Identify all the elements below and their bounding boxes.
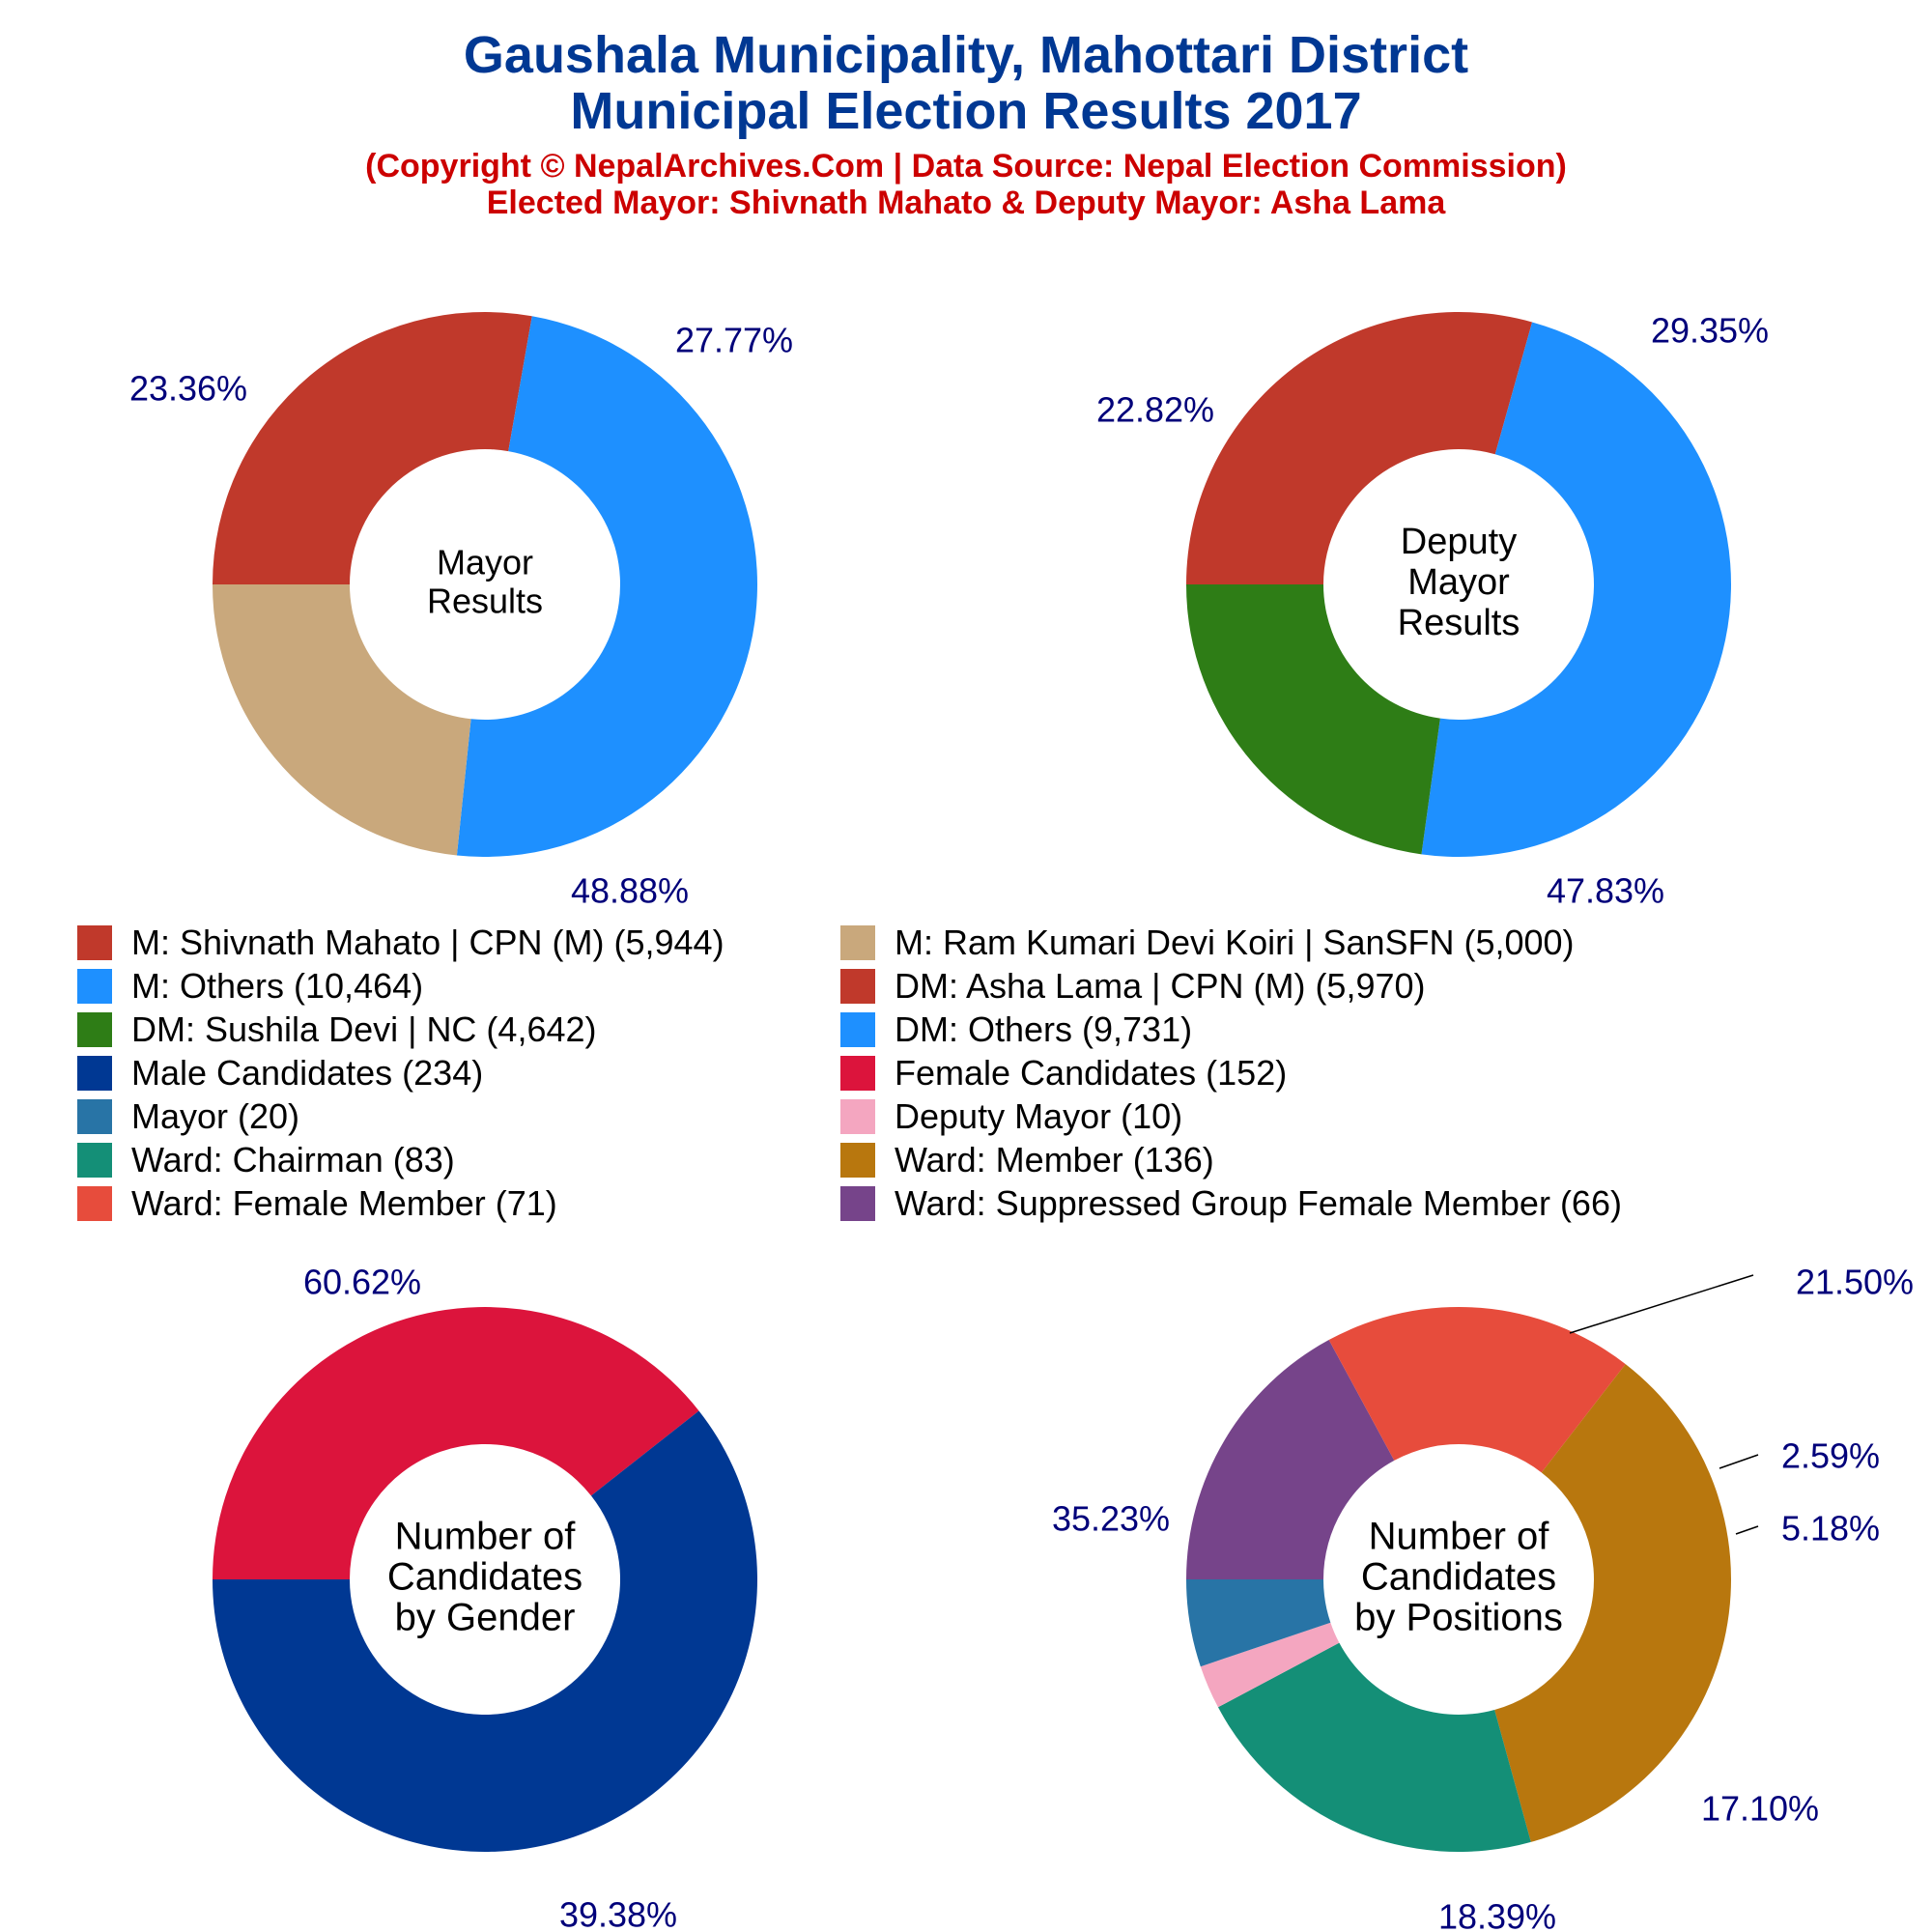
legend-label: Male Candidates (234) <box>131 1053 484 1093</box>
donut-slice <box>213 584 471 856</box>
percent-label: 60.62% <box>303 1263 421 1302</box>
percent-label: 17.10% <box>1701 1789 1819 1829</box>
donut-slice <box>1217 1642 1531 1852</box>
donut-slice <box>1186 584 1440 855</box>
donut-slice <box>213 1410 757 1852</box>
center-label: by Positions <box>1354 1597 1563 1639</box>
percent-label: 21.50% <box>1796 1263 1914 1302</box>
center-label: Number of <box>395 1516 577 1558</box>
legend-item: M: Others (10,464) <box>77 965 423 1008</box>
percent-label: 5.18% <box>1781 1509 1880 1548</box>
legend-item: Ward: Chairman (83) <box>77 1139 455 1181</box>
legend-item: Ward: Suppressed Group Female Member (66… <box>840 1182 1622 1225</box>
legend-label: DM: Others (9,731) <box>895 1009 1193 1049</box>
legend-swatch <box>77 1143 112 1178</box>
legend-swatch <box>77 1056 112 1091</box>
legend-label: M: Shivnath Mahato | CPN (M) (5,944) <box>131 923 724 962</box>
legend-label: Mayor (20) <box>131 1096 300 1136</box>
legend-swatch <box>77 925 112 960</box>
chart-subtitle-elected: Elected Mayor: Shivnath Mahato & Deputy … <box>486 185 1446 221</box>
legend-item: Ward: Member (136) <box>840 1139 1214 1181</box>
percent-label: 35.23% <box>1052 1499 1170 1539</box>
center-label: Mayor <box>1407 562 1510 603</box>
legend-item: M: Shivnath Mahato | CPN (M) (5,944) <box>77 922 724 964</box>
percent-label: 47.83% <box>1547 871 1664 911</box>
percent-label: 39.38% <box>559 1895 677 1932</box>
donut-slice <box>1200 1622 1340 1708</box>
legend-swatch <box>77 969 112 1004</box>
legend-swatch <box>840 1186 875 1221</box>
legend-item: Male Candidates (234) <box>77 1052 483 1094</box>
legend-label: Ward: Chairman (83) <box>131 1140 455 1179</box>
legend-label: Ward: Female Member (71) <box>131 1183 557 1223</box>
legend-swatch <box>77 1012 112 1047</box>
legend-swatch <box>840 969 875 1004</box>
center-label: Results <box>1398 603 1520 643</box>
chart-subtitle-copyright: (Copyright © NepalArchives.Com | Data So… <box>365 148 1567 185</box>
donut-slice <box>1421 322 1732 858</box>
chart-title-line1: Gaushala Municipality, Mahottari Distric… <box>463 26 1469 84</box>
center-label: Candidates <box>1361 1556 1556 1599</box>
percent-label: 2.59% <box>1781 1436 1880 1476</box>
donut-slice <box>1186 1579 1331 1667</box>
donut-slice <box>213 312 532 584</box>
leader-line <box>1735 1525 1759 1535</box>
center-label: Mayor <box>437 543 533 582</box>
center-label: Deputy <box>1401 522 1517 562</box>
percent-label: 23.36% <box>129 369 247 409</box>
legend-swatch <box>840 1143 875 1178</box>
donut-slice <box>456 316 757 857</box>
percent-label: 27.77% <box>675 321 793 360</box>
legend-item: DM: Others (9,731) <box>840 1009 1192 1051</box>
donut-slice <box>1186 1340 1395 1579</box>
legend-label: DM: Sushila Devi | NC (4,642) <box>131 1009 597 1049</box>
legend-label: M: Ram Kumari Devi Koiri | SanSFN (5,000… <box>895 923 1575 962</box>
legend-swatch <box>77 1186 112 1221</box>
percent-label: 29.35% <box>1651 311 1769 351</box>
legend-item: Ward: Female Member (71) <box>77 1182 557 1225</box>
donut-slice <box>1328 1307 1626 1473</box>
legend-item: Mayor (20) <box>77 1095 299 1138</box>
legend-label: Ward: Suppressed Group Female Member (66… <box>895 1183 1622 1223</box>
legend-item: Female Candidates (152) <box>840 1052 1287 1094</box>
legend-swatch <box>840 925 875 960</box>
legend-item: DM: Sushila Devi | NC (4,642) <box>77 1009 597 1051</box>
legend-swatch <box>840 1012 875 1047</box>
legend-item: Deputy Mayor (10) <box>840 1095 1182 1138</box>
donut-slice <box>1494 1364 1731 1842</box>
chart-title-line2: Municipal Election Results 2017 <box>570 82 1362 140</box>
legend-label: Deputy Mayor (10) <box>895 1096 1183 1136</box>
legend-swatch <box>840 1056 875 1091</box>
legend-swatch <box>77 1099 112 1134</box>
percent-label: 48.88% <box>571 871 689 911</box>
legend-swatch <box>840 1099 875 1134</box>
legend-item: M: Ram Kumari Devi Koiri | SanSFN (5,000… <box>840 922 1575 964</box>
donut-slice <box>213 1306 699 1579</box>
legend-item: DM: Asha Lama | CPN (M) (5,970) <box>840 965 1426 1008</box>
percent-label: 18.39% <box>1438 1897 1556 1932</box>
leader-line <box>1719 1454 1759 1469</box>
legend-label: M: Others (10,464) <box>131 966 424 1006</box>
center-label: Results <box>427 582 543 621</box>
leader-line <box>1569 1274 1754 1334</box>
legend-label: Female Candidates (152) <box>895 1053 1288 1093</box>
center-label: Number of <box>1369 1516 1550 1558</box>
center-label: Candidates <box>387 1556 582 1599</box>
legend-label: Ward: Member (136) <box>895 1140 1214 1179</box>
center-label: by Gender <box>395 1597 576 1639</box>
legend-label: DM: Asha Lama | CPN (M) (5,970) <box>895 966 1426 1006</box>
donut-slice <box>1186 311 1533 584</box>
percent-label: 22.82% <box>1096 390 1214 430</box>
